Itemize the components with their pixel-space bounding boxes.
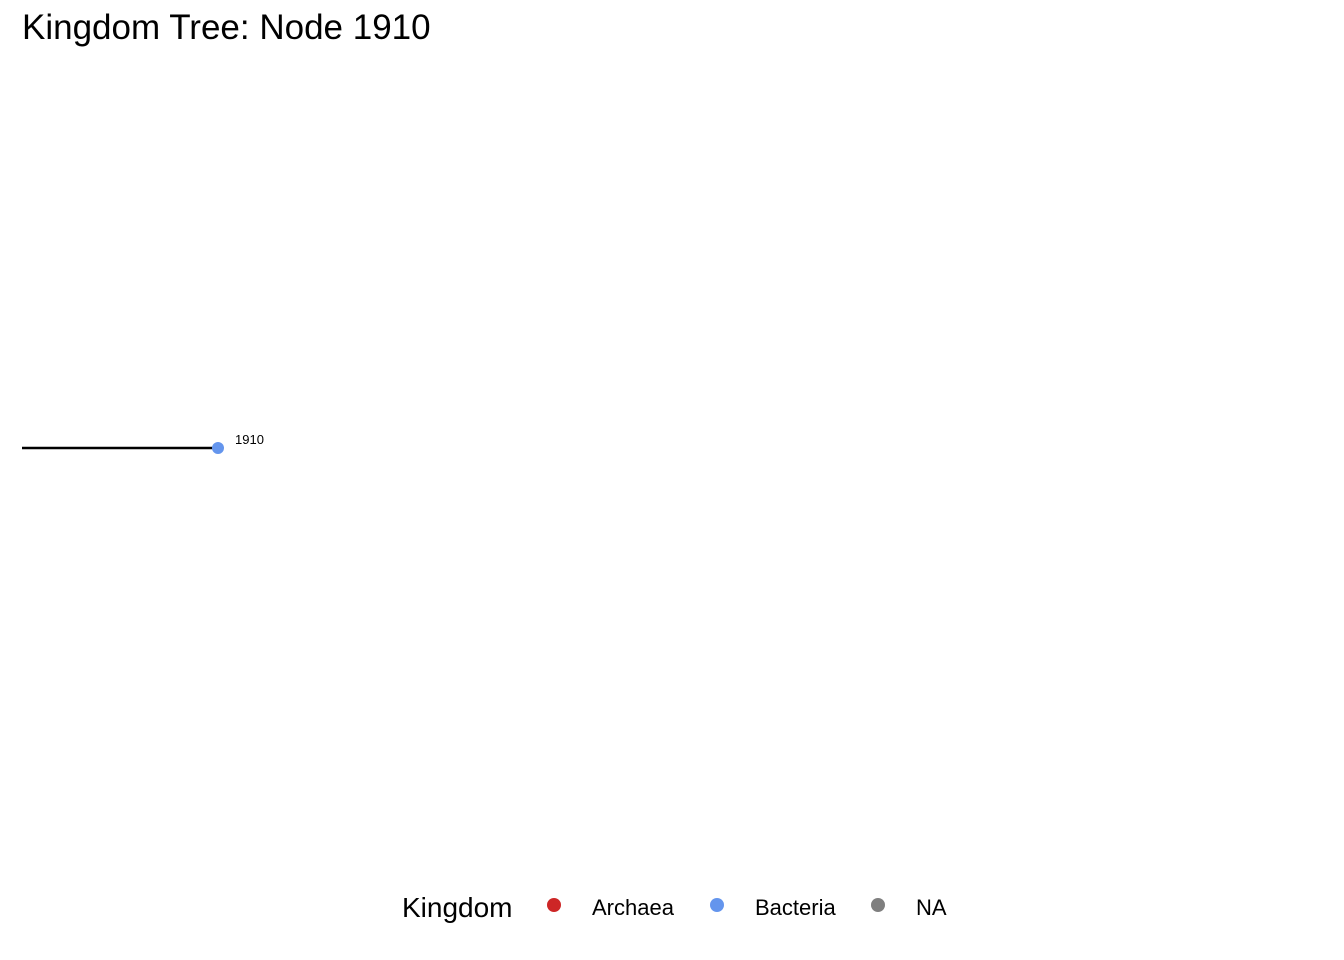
- plot-title: Kingdom Tree: Node 1910: [22, 8, 431, 47]
- tree-node-label: 1910: [235, 432, 264, 447]
- tree-canvas: 1910: [22, 432, 264, 454]
- tree-node-1910: [212, 442, 224, 454]
- legend-label-bacteria: Bacteria: [755, 895, 836, 920]
- legend-key-na: [871, 898, 885, 912]
- legend-key-archaea: [547, 898, 561, 912]
- legend-label-archaea: Archaea: [592, 895, 674, 920]
- legend-label-na: NA: [916, 895, 947, 920]
- legend: Kingdom Archaea Bacteria NA: [0, 886, 1344, 930]
- legend-key-bacteria: [710, 898, 724, 912]
- legend-title: Kingdom: [402, 892, 513, 923]
